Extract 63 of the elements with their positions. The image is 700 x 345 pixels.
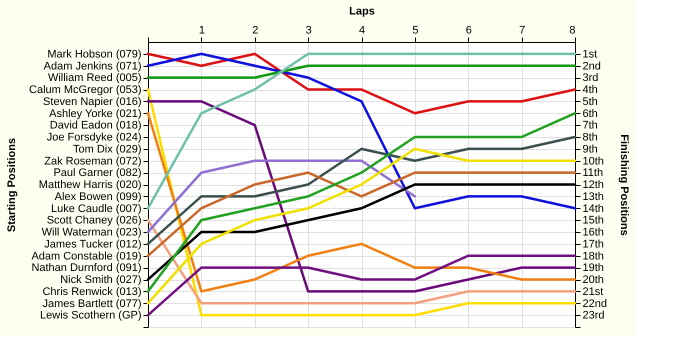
y2-tick-label: 6th — [582, 108, 598, 120]
y2-tick-label: 3rd — [582, 72, 598, 84]
text: James Tucker (012) — [44, 238, 142, 250]
x-axis-title: Laps — [349, 6, 375, 18]
text: Lewis Scothern (GP) — [40, 310, 142, 322]
line-series — [146, 160, 416, 234]
text: William Reed (005) — [48, 72, 142, 84]
x-tick-label: 1 — [198, 24, 205, 36]
text: James Bartlett (077) — [42, 298, 142, 310]
y2-tick-label: 15th — [582, 214, 604, 227]
y2-tick-label: 5th — [582, 96, 598, 108]
text: Nick Smith (027) — [60, 274, 142, 286]
x-tick-label: 6 — [466, 24, 472, 36]
text: Scott Chaney (026) — [46, 214, 142, 227]
y2-tick-label: 17th — [582, 238, 604, 250]
y2-tick-label: 20th — [582, 274, 604, 286]
text: Alex Bowen (099) — [54, 190, 142, 203]
y2-tick-label: 22nd — [582, 298, 607, 310]
text: Nathan Durnford (091) — [31, 262, 142, 274]
x-tick-label: 5 — [412, 24, 418, 36]
x-tick-label: 2 — [252, 24, 258, 36]
y2-tick-label: 1st — [582, 48, 598, 60]
y2-tick-label: 10th — [582, 155, 604, 168]
y2-tick-label: 2nd — [582, 60, 601, 72]
y2-tick-label: 21st — [582, 286, 604, 298]
text: Mark Hobson (079) — [47, 48, 142, 60]
text: Ashley Yorke (021) — [49, 108, 142, 120]
x-tick-label: 8 — [569, 24, 576, 36]
y2-tick-label: 14th — [582, 202, 604, 215]
y2-tick-label: 16th — [582, 226, 604, 238]
text: Paul Garner (082) — [53, 167, 142, 180]
y2-tick-label: 9th — [582, 143, 598, 156]
text: Adam Constable (019) — [31, 250, 142, 262]
line-series — [146, 171, 576, 257]
line-series — [146, 148, 576, 304]
text: David Eadon (018) — [50, 120, 142, 132]
y2-tick-label: 19th — [582, 262, 604, 274]
y2-axis-title: Finishing Positions — [618, 134, 630, 236]
y2-tick-label: 23rd — [582, 310, 605, 322]
text: Starting Positions — [6, 138, 18, 232]
y2-tick-label: 4th — [582, 84, 598, 96]
text: Chris Renwick (013) — [42, 286, 142, 298]
line-series — [146, 52, 576, 114]
text: Tom Dix (029) — [73, 143, 142, 156]
text: Matthew Harris (020) — [38, 179, 142, 191]
x-tick-label: 4 — [358, 24, 366, 36]
y2-tick-label: 11th — [582, 167, 604, 180]
text: Calum McGregor (053) — [29, 84, 142, 96]
x-tick-label: 3 — [306, 24, 312, 36]
text: Joe Forsdyke (024) — [46, 132, 142, 144]
y2-tick-label: 8th — [582, 132, 598, 144]
text: Adam Jenkins (071) — [44, 60, 142, 72]
line-series — [146, 136, 576, 246]
text: Steven Napier (016) — [43, 96, 142, 108]
y2-tick-label: 12th — [582, 179, 604, 191]
text: Luke Caudle (007) — [50, 202, 142, 215]
y2-tick-label: 13th — [582, 190, 604, 203]
text: Zak Roseman (072) — [44, 155, 142, 168]
x-tick-label: 7 — [519, 24, 526, 36]
y2-tick-label: 7th — [582, 120, 598, 132]
y2-tick-label: 18th — [582, 250, 604, 262]
text: Will Waterman (023) — [42, 226, 142, 238]
line-series — [146, 52, 576, 210]
